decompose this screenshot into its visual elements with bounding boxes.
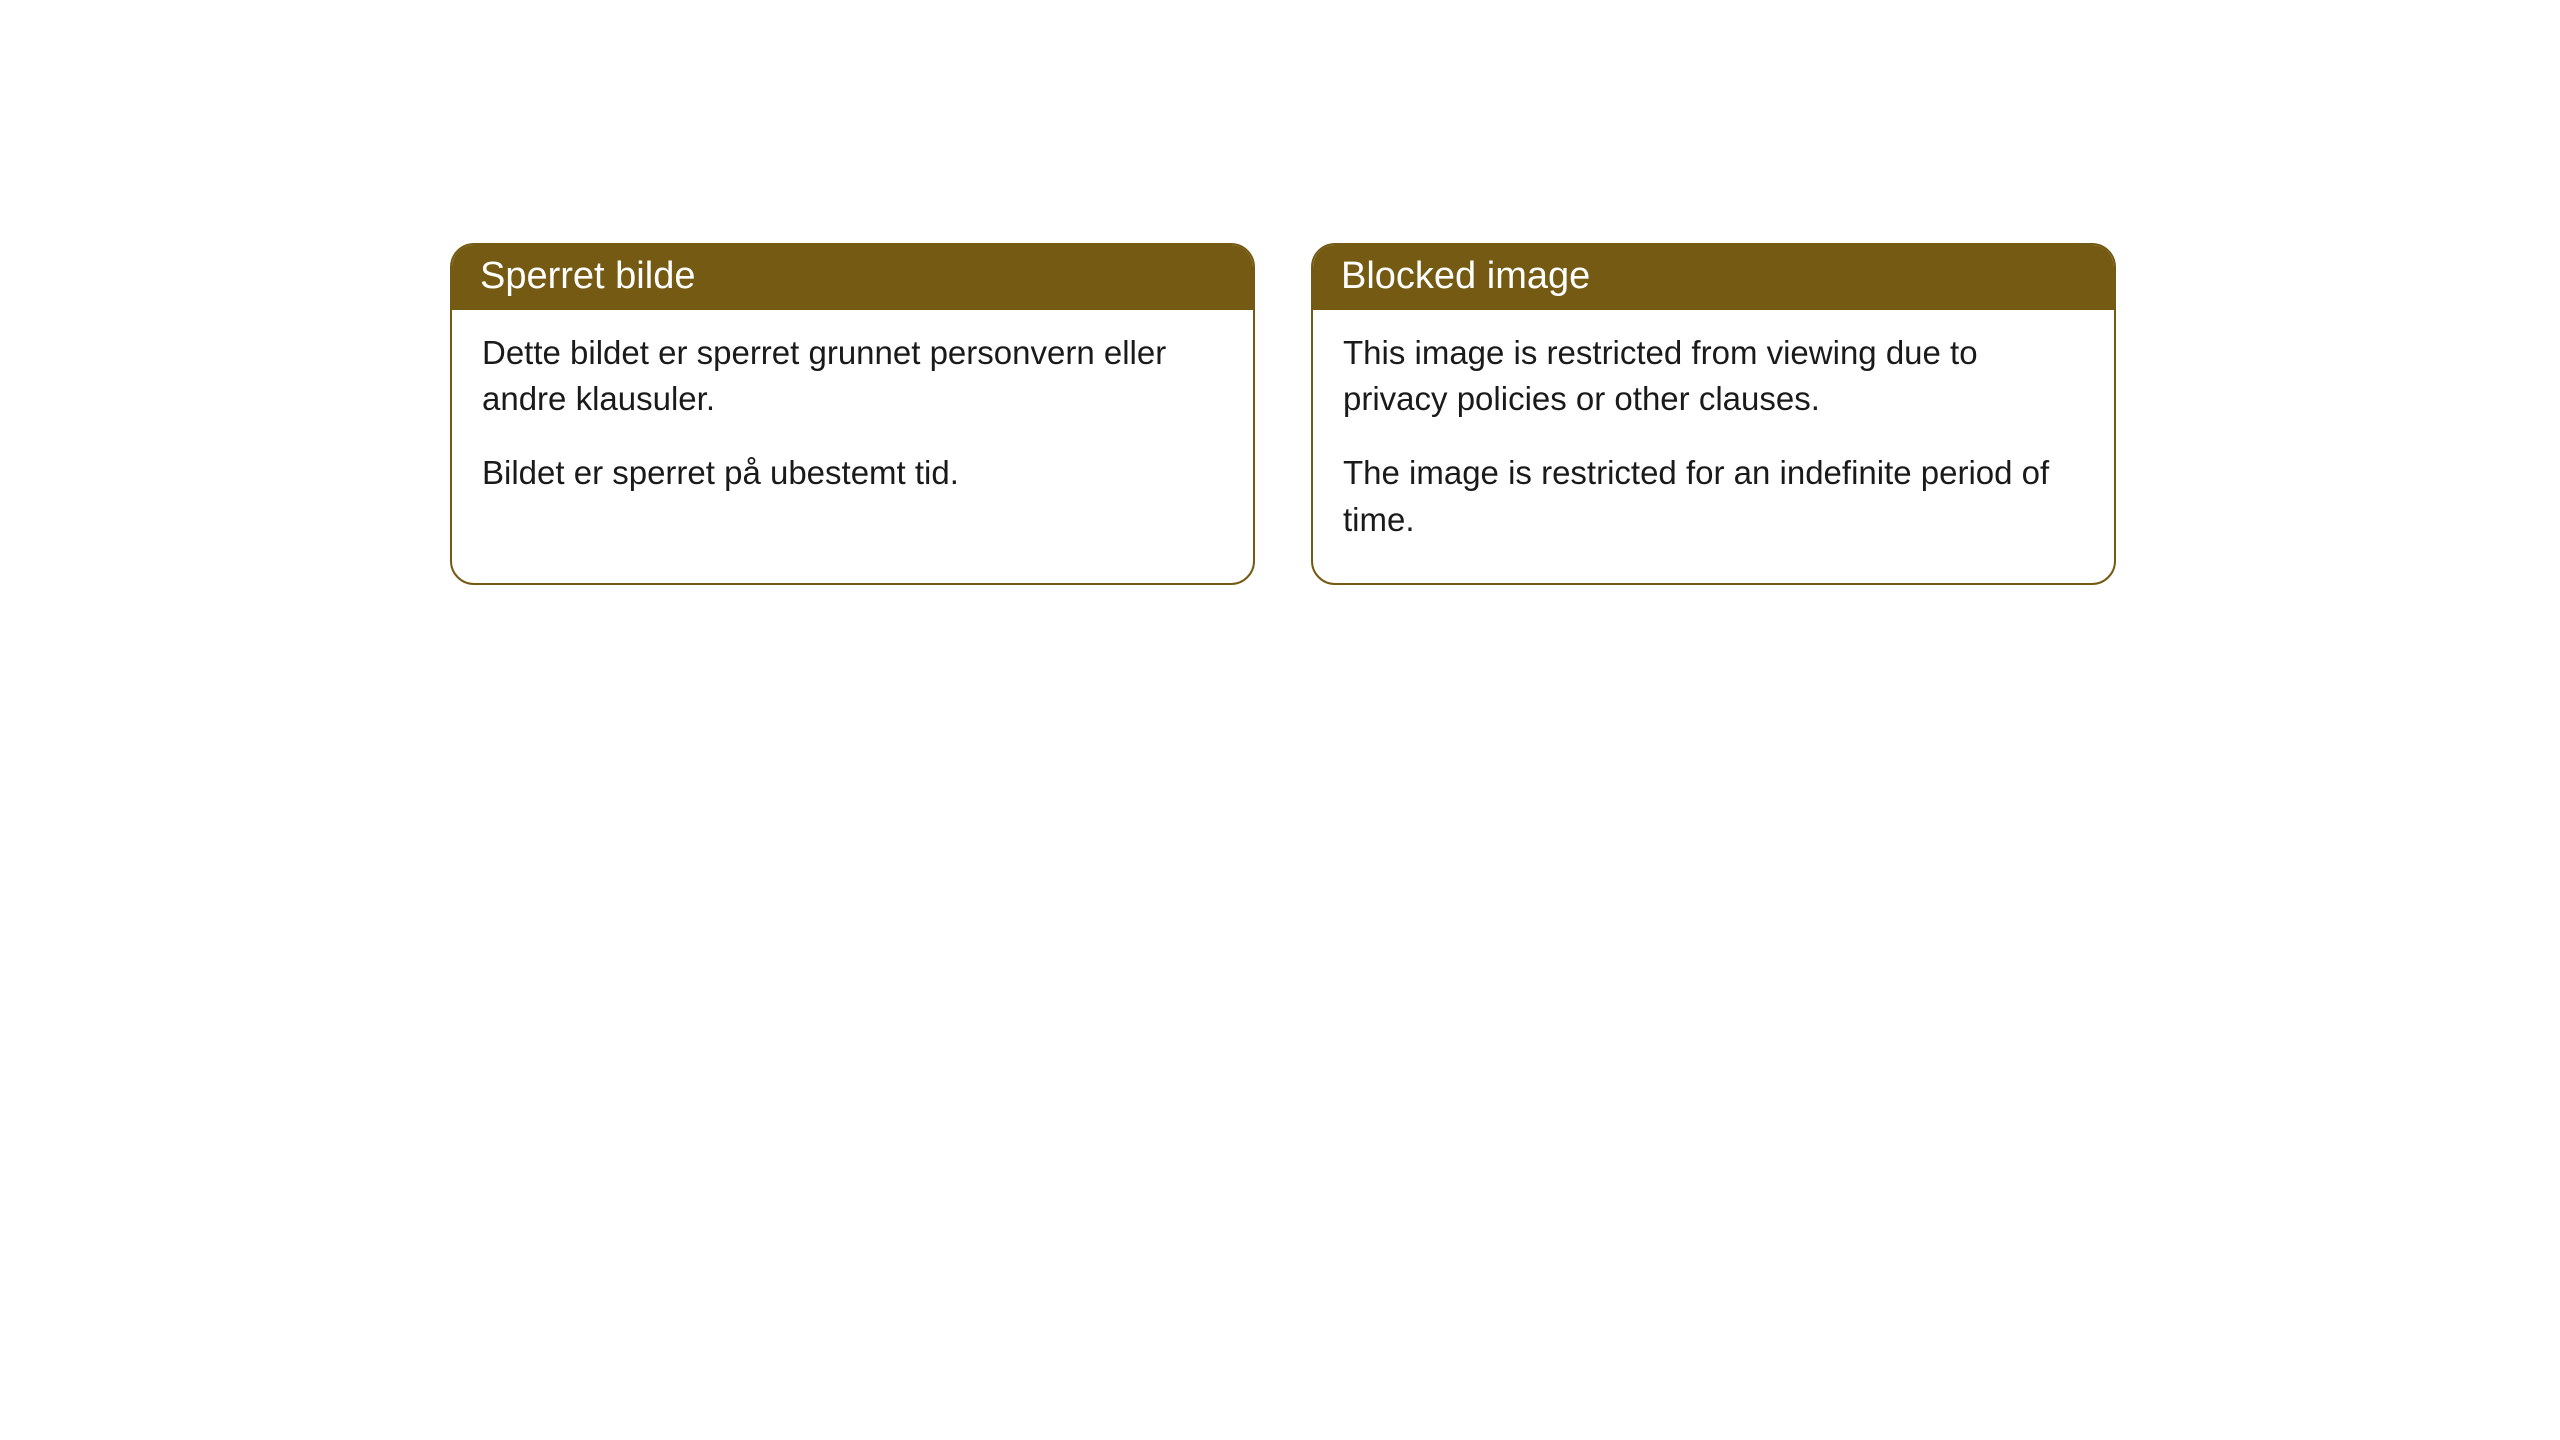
notice-card-english: Blocked image This image is restricted f… [1311, 243, 2116, 585]
card-paragraph: Bildet er sperret på ubestemt tid. [482, 450, 1223, 496]
card-header: Blocked image [1313, 245, 2114, 310]
notice-card-norwegian: Sperret bilde Dette bildet er sperret gr… [450, 243, 1255, 585]
card-title: Sperret bilde [480, 255, 695, 297]
card-paragraph: The image is restricted for an indefinit… [1343, 450, 2084, 542]
card-body: Dette bildet er sperret grunnet personve… [452, 310, 1253, 537]
card-title: Blocked image [1341, 255, 1590, 297]
notice-container: Sperret bilde Dette bildet er sperret gr… [0, 0, 2560, 585]
card-paragraph: Dette bildet er sperret grunnet personve… [482, 330, 1223, 422]
card-paragraph: This image is restricted from viewing du… [1343, 330, 2084, 422]
card-body: This image is restricted from viewing du… [1313, 310, 2114, 583]
card-header: Sperret bilde [452, 245, 1253, 310]
